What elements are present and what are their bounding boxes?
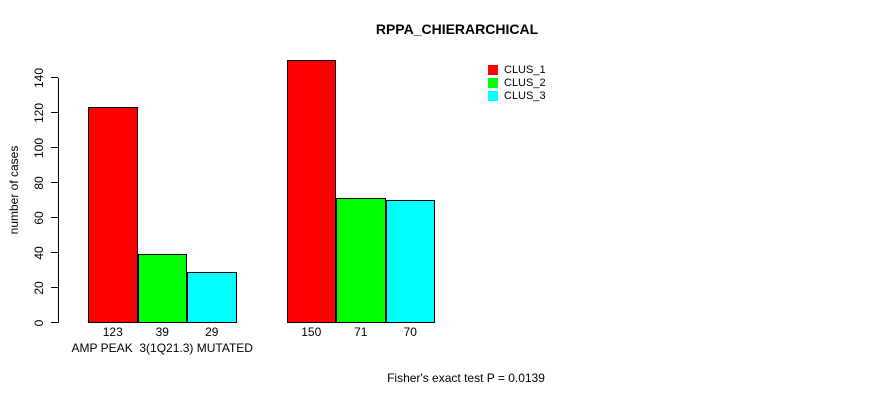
legend-label: CLUS_2 bbox=[504, 77, 546, 89]
y-axis-line bbox=[58, 77, 59, 323]
y-tick-label: 40 bbox=[32, 245, 46, 260]
y-tick bbox=[51, 77, 58, 78]
bar-clus_2-group2 bbox=[336, 198, 386, 323]
bar-clus_1-group1 bbox=[88, 107, 138, 323]
y-tick bbox=[51, 287, 58, 288]
legend-label: CLUS_1 bbox=[504, 64, 546, 76]
y-tick-label: 100 bbox=[32, 137, 46, 158]
bar-value-label: 150 bbox=[301, 325, 322, 339]
y-tick bbox=[51, 322, 58, 323]
y-tick bbox=[51, 182, 58, 183]
y-tick-label: 60 bbox=[32, 210, 46, 225]
bar-clus_1-group2 bbox=[286, 60, 336, 323]
y-tick bbox=[51, 252, 58, 253]
bar-value-label: 123 bbox=[102, 325, 123, 339]
y-tick-label: 120 bbox=[32, 102, 46, 123]
y-tick bbox=[51, 147, 58, 148]
bar-value-label: 71 bbox=[354, 325, 368, 339]
bar-clus_3-group1 bbox=[187, 271, 237, 323]
chart-title: RPPA_CHIERARCHICAL bbox=[375, 21, 539, 37]
legend-label: CLUS_3 bbox=[504, 90, 546, 102]
category-label: AMP PEAK 3(1Q21.3) MUTATED bbox=[71, 341, 253, 355]
legend-swatch-clus_1 bbox=[488, 65, 498, 75]
legend-swatch-clus_2 bbox=[488, 78, 498, 88]
bar-value-label: 70 bbox=[403, 325, 417, 339]
fisher-test-annotation: Fisher's exact test P = 0.0139 bbox=[387, 371, 545, 385]
y-tick-label: 0 bbox=[32, 319, 46, 326]
bar-clus_3-group2 bbox=[385, 200, 435, 323]
y-tick-label: 140 bbox=[32, 67, 46, 88]
legend-swatch-clus_3 bbox=[488, 91, 498, 101]
y-tick bbox=[51, 217, 58, 218]
y-tick-label: 80 bbox=[32, 175, 46, 190]
y-tick-label: 20 bbox=[32, 280, 46, 295]
y-tick bbox=[51, 112, 58, 113]
bar-value-label: 39 bbox=[155, 325, 169, 339]
bar-value-label: 29 bbox=[205, 325, 219, 339]
bar-clus_2-group1 bbox=[137, 254, 187, 323]
